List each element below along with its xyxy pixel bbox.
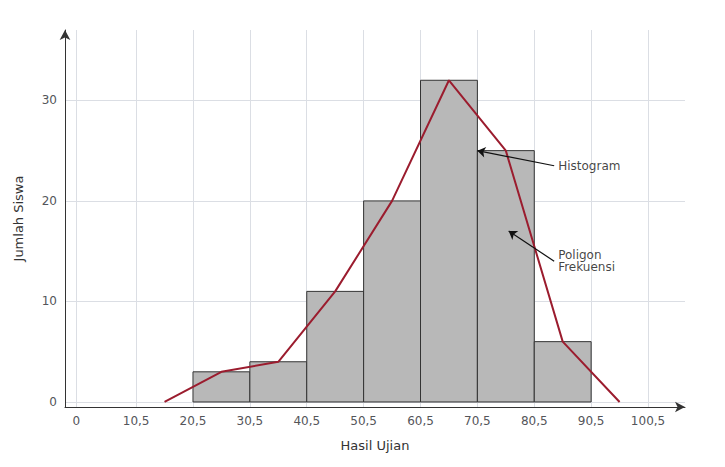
svg-text:100,5: 100,5 <box>631 414 665 428</box>
svg-text:10,5: 10,5 <box>123 414 150 428</box>
svg-text:Jumlah Siswa: Jumlah Siswa <box>11 176 26 263</box>
svg-text:Frekuensi: Frekuensi <box>558 260 615 274</box>
svg-text:Hasil Ujian: Hasil Ujian <box>341 438 410 453</box>
svg-text:60,5: 60,5 <box>407 414 434 428</box>
svg-text:Histogram: Histogram <box>558 159 620 173</box>
svg-text:30,5: 30,5 <box>237 414 264 428</box>
svg-text:20: 20 <box>42 194 57 208</box>
svg-text:80,5: 80,5 <box>521 414 548 428</box>
svg-text:30: 30 <box>42 93 57 107</box>
svg-text:70,5: 70,5 <box>464 414 491 428</box>
svg-text:0: 0 <box>49 395 57 409</box>
svg-text:Poligon: Poligon <box>558 248 602 263</box>
svg-text:90,5: 90,5 <box>578 414 605 428</box>
svg-text:50,5: 50,5 <box>350 414 377 428</box>
svg-text:0: 0 <box>73 414 81 428</box>
svg-text:10: 10 <box>42 294 57 308</box>
svg-text:20,5: 20,5 <box>180 414 207 428</box>
svg-text:40,5: 40,5 <box>293 414 320 428</box>
